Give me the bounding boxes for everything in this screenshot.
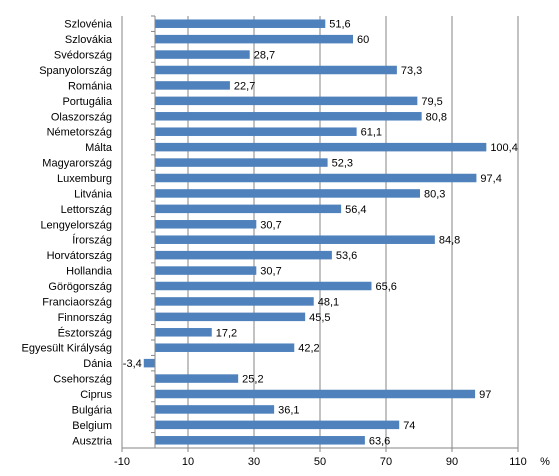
data-label: 74 (403, 420, 415, 432)
data-label: 65,6 (375, 281, 396, 293)
bar (155, 65, 397, 75)
x-tick-label: -10 (114, 456, 130, 468)
data-label: 60 (357, 34, 369, 46)
bar (155, 250, 332, 260)
category-label: Dánia (83, 358, 113, 370)
category-label: Portugália (62, 96, 112, 108)
x-tick-label: 50 (314, 456, 326, 468)
data-label: 53,6 (336, 250, 357, 262)
category-label: Franciaország (42, 296, 112, 308)
bar (155, 50, 250, 59)
bar (155, 312, 306, 322)
data-label: 17,2 (216, 327, 237, 339)
category-label: Bulgária (72, 404, 113, 416)
category-label: Lengyelország (40, 219, 112, 231)
category-label: Luxemburg (57, 173, 112, 185)
bar (155, 266, 257, 275)
category-label: Ciprus (80, 389, 112, 401)
category-label: Horvátország (47, 250, 112, 262)
bar (143, 358, 155, 368)
bar (155, 420, 400, 430)
category-label: Görögország (48, 281, 112, 293)
labels: -10 10 30 50 70 90 110 % Szlovénia 51,6 Szlovákia 6… (22, 19, 551, 468)
bar (155, 235, 435, 244)
data-label: -3,4 (123, 358, 142, 370)
data-label: 56,4 (345, 204, 366, 216)
data-label: 51,6 (329, 19, 350, 31)
category-label: Svédország (54, 50, 112, 62)
axes (121, 15, 519, 452)
bar (155, 328, 212, 337)
category-label: Magyarország (42, 158, 112, 170)
bar (155, 204, 342, 214)
bar (155, 112, 422, 121)
bar (155, 158, 328, 167)
data-label: 80,8 (426, 111, 447, 123)
category-label: Ausztria (72, 435, 113, 447)
category-label: Észtország (58, 326, 112, 339)
data-label: 100,4 (490, 142, 518, 154)
bar (155, 127, 357, 136)
category-label: Egyesült Királyság (22, 343, 113, 355)
data-label: 80,3 (424, 188, 445, 200)
bar (155, 374, 239, 383)
data-label: 25,2 (242, 374, 263, 386)
data-label: 42,2 (298, 343, 319, 355)
category-label: Hollandia (66, 266, 113, 278)
bar (155, 389, 476, 399)
category-label: Szlovénia (64, 19, 113, 31)
bar (155, 19, 326, 28)
bar (155, 297, 314, 306)
bar (155, 343, 295, 352)
category-label: Románia (68, 80, 113, 92)
category-label: Írország (72, 234, 112, 247)
x-tick-label: 110 (509, 456, 527, 468)
data-label: 79,5 (421, 96, 442, 108)
category-label: Szlovákia (65, 34, 113, 46)
data-label: 28,7 (254, 50, 275, 62)
data-label: 48,1 (318, 296, 339, 308)
data-label: 22,7 (234, 80, 255, 92)
data-label: 63,6 (369, 435, 390, 447)
bar (155, 81, 230, 90)
bar (155, 436, 365, 445)
x-tick-label: 30 (248, 456, 260, 468)
x-unit-label: % (540, 456, 550, 468)
bar (155, 405, 275, 414)
category-label: Belgium (72, 420, 112, 432)
x-tick-label: 10 (182, 456, 194, 468)
data-label: 30,7 (260, 266, 281, 278)
data-label: 97,4 (480, 173, 501, 185)
bar (155, 189, 420, 198)
data-label: 84,8 (439, 235, 460, 247)
category-label: Litvánia (74, 188, 113, 200)
bar (155, 96, 418, 106)
data-label: 61,1 (361, 127, 382, 139)
x-tick-label: 70 (380, 456, 392, 468)
category-label: Olaszország (51, 111, 112, 123)
bar (155, 142, 487, 152)
bar (155, 34, 353, 44)
data-label: 73,3 (401, 65, 422, 77)
category-label: Csehország (53, 374, 112, 386)
bar (155, 173, 477, 183)
bar (155, 281, 372, 291)
category-label: Málta (85, 142, 113, 154)
data-label: 30,7 (260, 219, 281, 231)
data-label: 36,1 (278, 404, 299, 416)
data-label: 52,3 (332, 158, 353, 170)
x-tick-label: 90 (446, 456, 458, 468)
category-label: Németország (47, 127, 112, 139)
category-label: Lettország (61, 204, 112, 216)
bar (155, 220, 257, 229)
data-label: 97 (479, 389, 491, 401)
category-label: Spanyolország (39, 65, 112, 77)
bars (143, 19, 487, 445)
category-label: Finnország (58, 312, 112, 324)
data-label: 45,5 (309, 312, 330, 324)
